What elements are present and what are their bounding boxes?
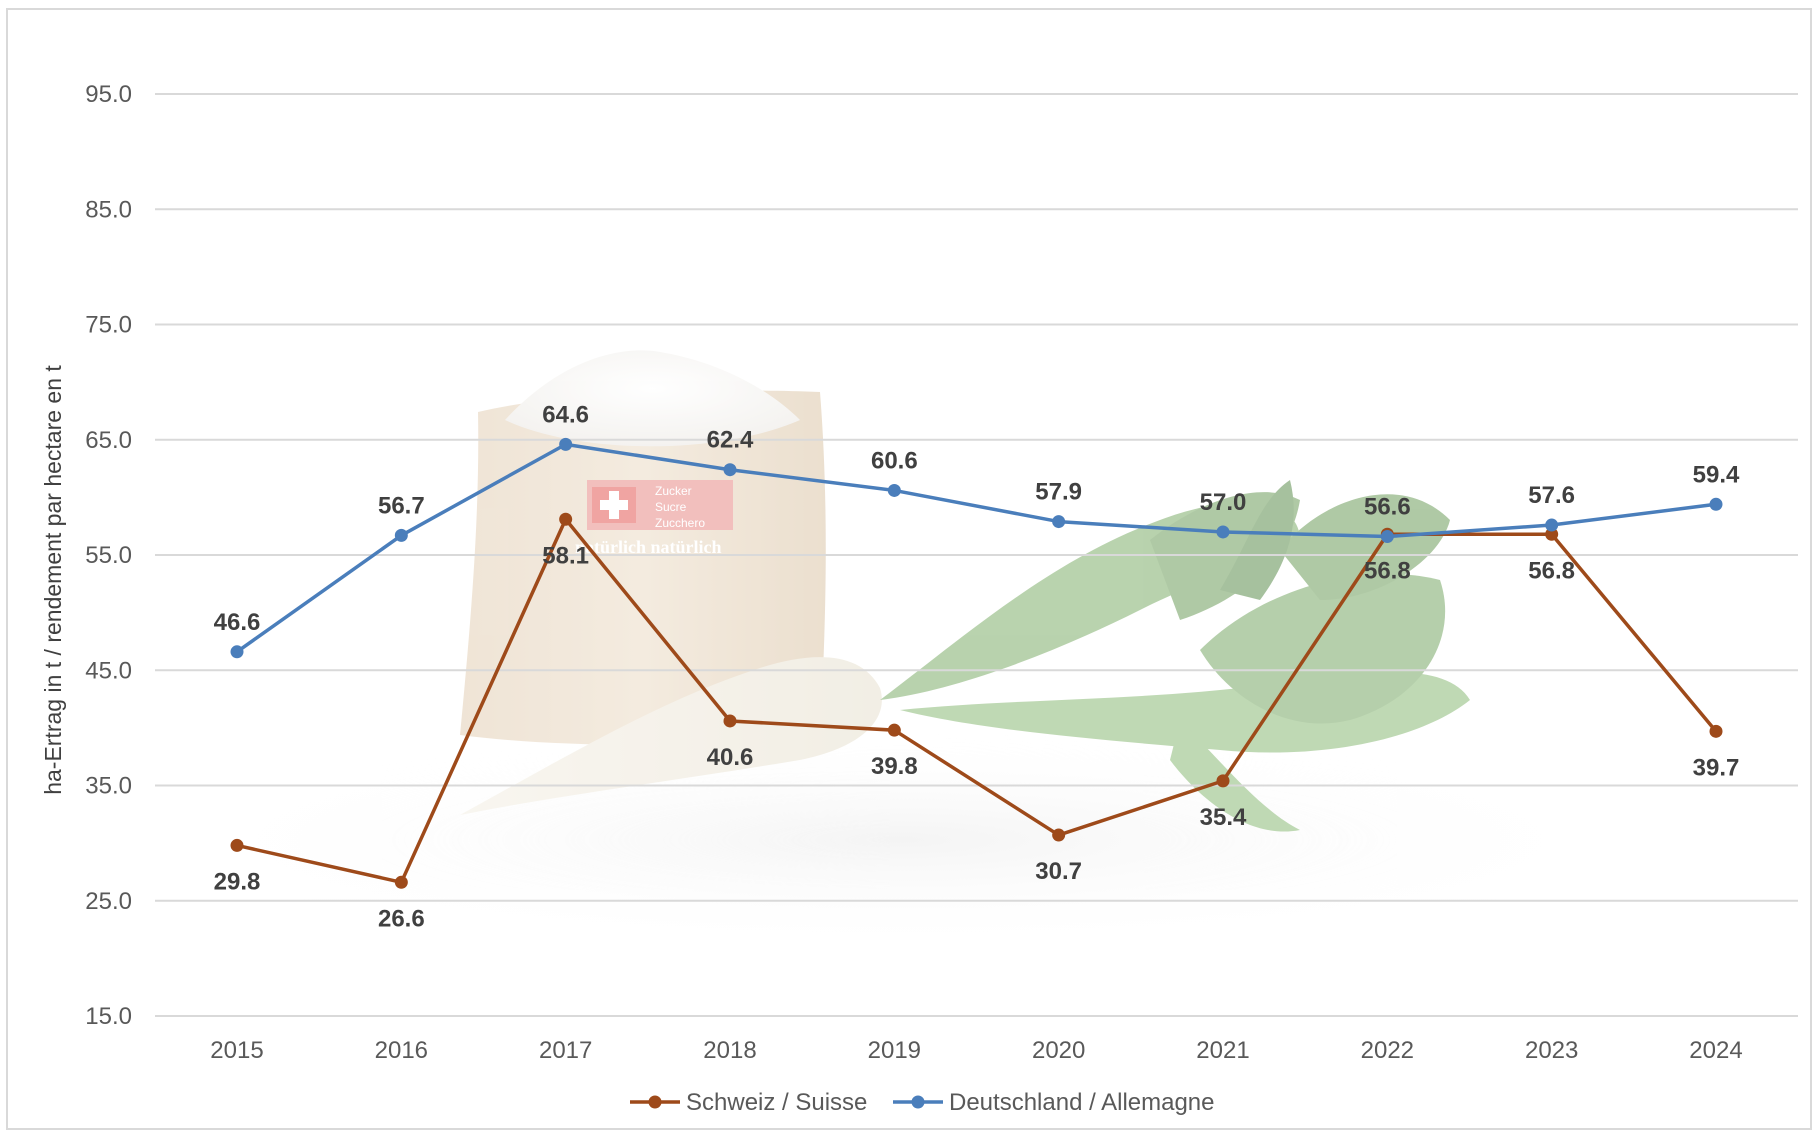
data-point	[723, 463, 737, 477]
y-tick-label: 65.0	[85, 427, 132, 454]
legend: Schweiz / Suisse Deutschland / Allemagne	[630, 1089, 1215, 1116]
y-tick-label: 55.0	[85, 542, 132, 569]
x-tick-label: 2021	[1196, 1037, 1249, 1064]
data-label: 60.6	[871, 447, 918, 474]
data-label: 39.7	[1693, 754, 1740, 781]
data-point	[230, 838, 244, 852]
data-point	[394, 875, 408, 889]
data-labels: 29.8 26.6 58.1 40.6 39.8 30.7 35.4 56.8 56.8 39.7…	[214, 401, 1740, 932]
x-tick-label: 2015	[210, 1037, 263, 1064]
data-label: 57.0	[1200, 489, 1247, 516]
x-tick-label: 2017	[539, 1037, 592, 1064]
data-label: 58.1	[542, 542, 589, 569]
data-label: 26.6	[378, 905, 425, 932]
data-point	[230, 645, 244, 659]
x-tick-label: 2016	[375, 1037, 428, 1064]
sack-text-3: Zucchero	[655, 516, 705, 530]
sack-slogan: natürlich natürlich	[575, 537, 722, 557]
y-tick-label: 35.0	[85, 773, 132, 800]
series-line-0	[236, 517, 1718, 885]
y-axis-label: ha-Ertrag in t / rendement par hectare e…	[40, 365, 66, 795]
x-tick-label: 2022	[1361, 1037, 1414, 1064]
data-label: 35.4	[1200, 804, 1247, 831]
sugar-beet	[460, 657, 882, 815]
data-label: 29.8	[214, 868, 261, 895]
y-tick-label: 15.0	[85, 1003, 132, 1030]
swiss-sugar-label-icon	[587, 480, 733, 530]
data-point	[559, 512, 573, 526]
x-tick-label: 2019	[868, 1037, 921, 1064]
data-label: 59.4	[1693, 461, 1740, 488]
data-point	[1380, 530, 1394, 544]
y-tick-label: 85.0	[85, 196, 132, 223]
data-point	[559, 437, 573, 451]
x-tick-label: 2023	[1525, 1037, 1578, 1064]
data-label: 56.8	[1528, 557, 1575, 584]
data-point	[1216, 525, 1230, 539]
data-point	[887, 483, 901, 497]
legend-entry-1: Deutschland / Allemagne	[949, 1089, 1215, 1116]
data-label: 46.6	[214, 609, 261, 636]
data-point	[1216, 774, 1230, 788]
data-point	[1709, 724, 1723, 738]
data-point	[1545, 518, 1559, 532]
data-label: 56.8	[1364, 557, 1411, 584]
x-tick-label: 2018	[703, 1037, 756, 1064]
data-point	[1052, 828, 1066, 842]
data-point	[1545, 527, 1559, 541]
gridlines	[155, 93, 1798, 1017]
x-tick-label: 2024	[1689, 1037, 1742, 1064]
series-line-1	[235, 442, 1717, 654]
data-label: 57.9	[1035, 479, 1082, 506]
data-point	[723, 714, 737, 728]
legend-marker-1	[911, 1095, 925, 1109]
data-label: 56.7	[378, 492, 425, 519]
legend-marker-0	[648, 1095, 662, 1109]
data-point	[1052, 515, 1066, 529]
y-tick-label: 25.0	[85, 888, 132, 915]
sack-text-2: Sucre	[655, 500, 687, 514]
data-label: 56.6	[1364, 494, 1411, 521]
data-point	[394, 528, 408, 542]
data-label: 57.6	[1528, 482, 1575, 509]
legend-entry-0: Schweiz / Suisse	[686, 1089, 867, 1116]
sugar-sack	[460, 390, 826, 745]
beet-leaves	[880, 480, 1470, 832]
data-label: 64.6	[542, 401, 589, 428]
data-label: 62.4	[707, 427, 754, 454]
data-label: 40.6	[707, 744, 754, 771]
y-tick-label: 95.0	[85, 81, 132, 108]
sugar-heap	[505, 350, 800, 447]
y-axis-ticks: 15.0 25.0 35.0 45.0 55.0 65.0 75.0 85.0 95.0	[85, 81, 132, 1030]
x-tick-label: 2020	[1032, 1037, 1085, 1064]
sack-text-1: Zucker	[655, 484, 692, 498]
data-label: 39.8	[871, 753, 918, 780]
data-label: 30.7	[1035, 858, 1082, 885]
data-point	[1709, 497, 1723, 511]
data-point	[887, 723, 901, 737]
x-axis-ticks: 2015 2016 2017 2018 2019 2020 2021 2022 2023 2024	[210, 1037, 1742, 1064]
y-tick-label: 75.0	[85, 312, 132, 339]
y-tick-label: 45.0	[85, 657, 132, 684]
series-lines	[230, 437, 1723, 889]
